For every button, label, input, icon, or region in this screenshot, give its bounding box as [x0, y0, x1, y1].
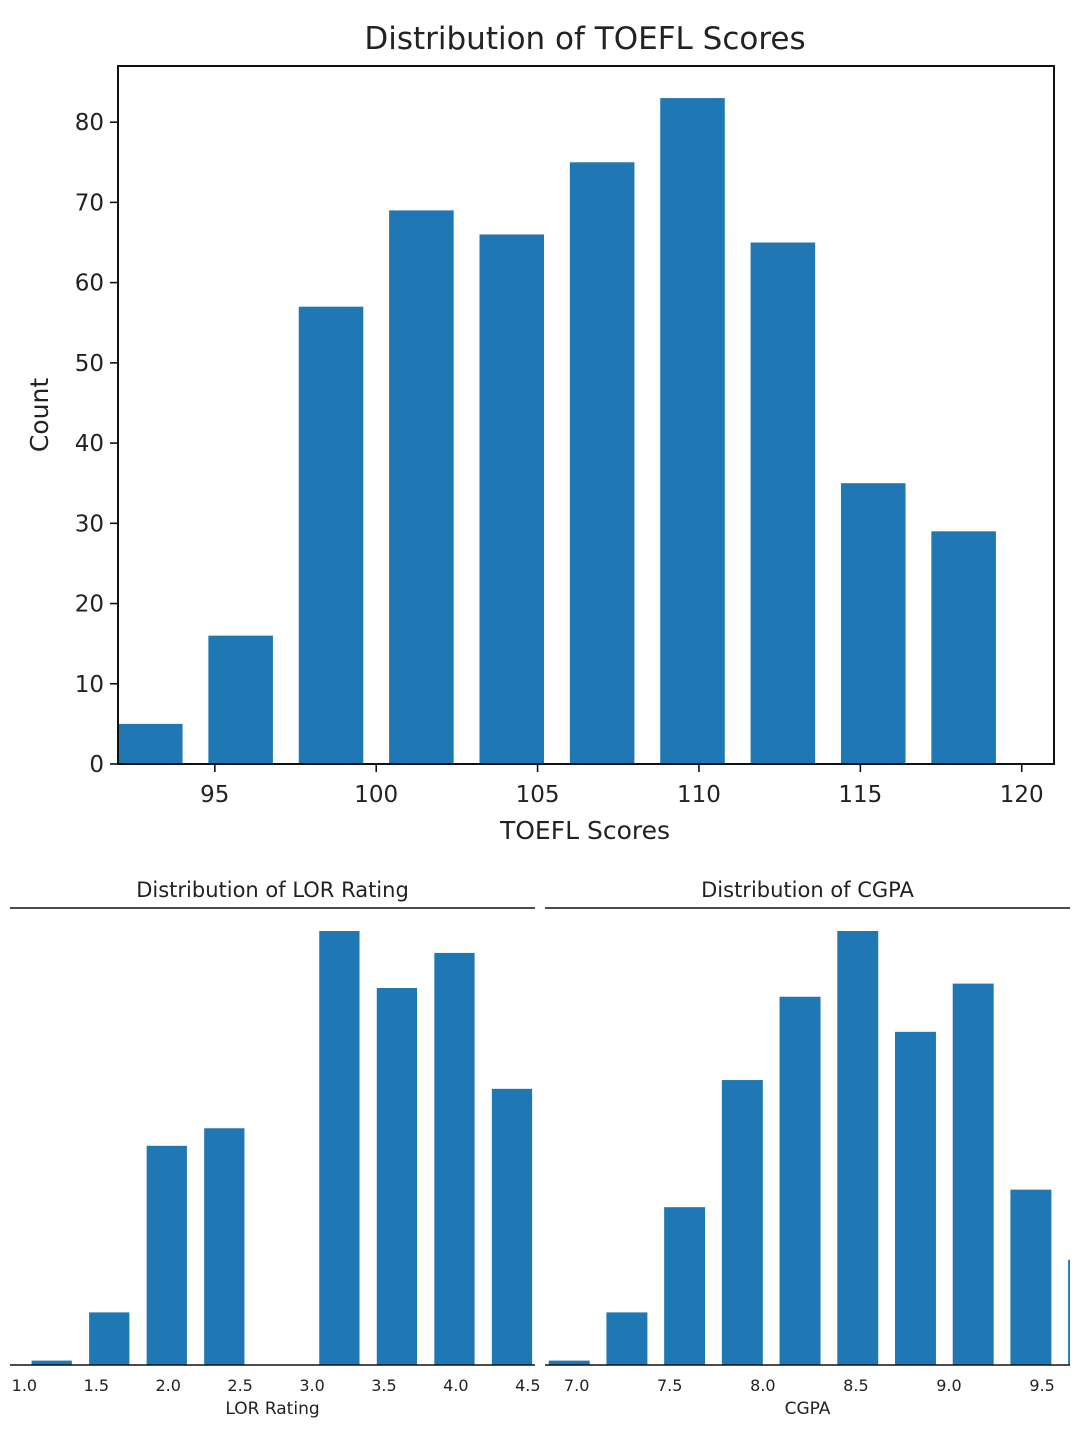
- cgpa-bar-4: [779, 996, 821, 1365]
- y-tick-label: 50: [75, 351, 104, 377]
- x-tick-label: 105: [516, 782, 560, 808]
- cgpa-bar-1: [606, 1312, 648, 1365]
- cgpa-x-tick-label: 9.5: [1029, 1376, 1054, 1395]
- lor-bar-1: [89, 1312, 130, 1365]
- cgpa-x-tick-label: 8.5: [843, 1376, 868, 1395]
- lor-x-tick-label: 3.5: [371, 1376, 396, 1395]
- cgpa-x-tick-label: 8.0: [750, 1376, 775, 1395]
- cgpa-title: Distribution of CGPA: [701, 878, 914, 902]
- x-tick-label: 120: [1000, 782, 1044, 808]
- bar-toefl-6: [660, 98, 725, 764]
- x-tick-label: 115: [838, 782, 882, 808]
- lor-x-tick-label: 2.5: [227, 1376, 252, 1395]
- lor-bar-3: [204, 1128, 245, 1365]
- y-tick-label: 10: [75, 672, 104, 698]
- bar-toefl-0: [118, 723, 183, 764]
- cgpa-x-axis-label: CGPA: [785, 1399, 831, 1419]
- cgpa-bar-3: [721, 1080, 763, 1365]
- y-tick-label: 80: [75, 110, 104, 136]
- cgpa-bar-6: [895, 1031, 936, 1365]
- cgpa-x-tick-label: 7.5: [657, 1376, 682, 1395]
- lor-x-tick-label: 4.5: [515, 1376, 540, 1395]
- x-axis-label: TOEFL Scores: [499, 816, 670, 845]
- cgpa-x-tick-label: 9.0: [936, 1376, 961, 1395]
- y-tick-label: 0: [89, 752, 104, 778]
- cgpa-chart: Distribution of CGPA 7.0 7.5 8.0 8.5 9.0 9.5 CG…: [545, 878, 1070, 1419]
- lor-bar-2: [146, 1145, 187, 1365]
- y-tick-label: 60: [75, 271, 104, 297]
- plot-frame: [117, 65, 1055, 765]
- bar-toefl-4: [479, 234, 545, 764]
- y-tick-label: 70: [75, 190, 104, 216]
- cgpa-bar-8: [1010, 1189, 1052, 1365]
- lor-bar-0: [31, 1360, 72, 1365]
- lor-title: Distribution of LOR Rating: [136, 878, 409, 902]
- x-tick-label: 100: [354, 782, 398, 808]
- y-tick-label: 30: [75, 511, 104, 537]
- bar-toefl-9: [931, 531, 996, 764]
- bar-toefl-5: [569, 162, 635, 764]
- toefl-chart: Distribution of TOEFL Scores 0 10 20 30 40 50 6…: [25, 21, 1055, 845]
- x-tick-label: 110: [677, 782, 721, 808]
- lor-x-tick-label: 1.5: [84, 1376, 109, 1395]
- bar-toefl-3: [389, 210, 454, 764]
- lor-x-tick-label: 3.0: [299, 1376, 324, 1395]
- lor-x-tick-label: 4.0: [443, 1376, 468, 1395]
- cgpa-bar-7: [952, 983, 994, 1365]
- lor-bar-6: [434, 952, 475, 1365]
- lor-bar-4: [319, 931, 360, 1365]
- lor-x-tick-label: 2.0: [155, 1376, 180, 1395]
- lor-x-axis-label: LOR Rating: [225, 1399, 319, 1419]
- bar-toefl-2: [298, 306, 364, 764]
- y-tick-label: 20: [75, 592, 104, 618]
- bar-toefl-1: [208, 635, 273, 764]
- cgpa-bar-5: [837, 931, 879, 1365]
- cgpa-bar-2: [664, 1207, 706, 1365]
- lor-bar-5: [376, 987, 418, 1365]
- bar-toefl-8: [840, 483, 906, 764]
- lor-bar-7: [491, 1088, 533, 1365]
- lor-chart: Distribution of LOR Rating 1.0 1.5 2.0 2.5 3.…: [10, 878, 541, 1419]
- x-tick-label: 95: [200, 782, 229, 808]
- lor-x-tick-label: 1.0: [12, 1376, 37, 1395]
- cgpa-bar-9: [1068, 1259, 1070, 1365]
- chart-title: Distribution of TOEFL Scores: [364, 21, 805, 57]
- cgpa-x-tick-label: 7.0: [564, 1376, 589, 1395]
- y-tick-label: 40: [75, 431, 104, 457]
- y-axis-label: Count: [25, 378, 54, 452]
- bar-toefl-7: [750, 242, 816, 765]
- cgpa-bar-0: [548, 1360, 590, 1365]
